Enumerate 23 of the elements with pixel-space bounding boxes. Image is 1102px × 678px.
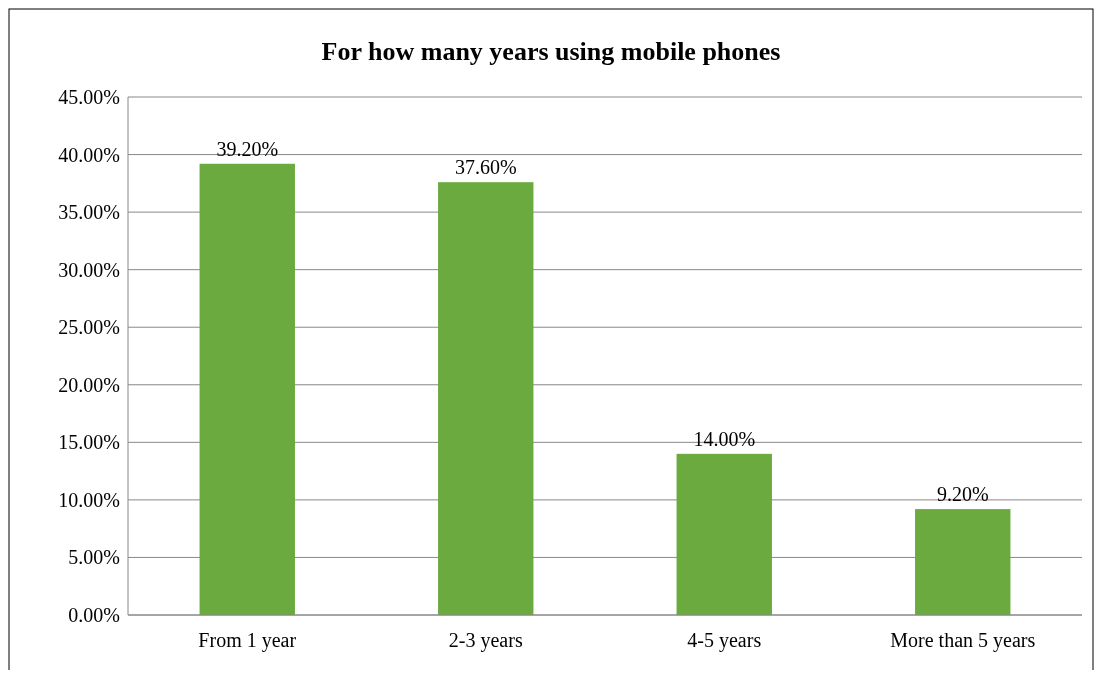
data-label: 39.20% [216,137,279,160]
y-tick-label: 30.00% [58,258,120,281]
x-tick-label: From 1 year [198,629,297,652]
data-label: 37.60% [454,156,517,179]
y-tick-label: 35.00% [58,201,120,224]
x-tick-label: More than 5 years [890,629,1036,652]
y-tick-label: 10.00% [58,488,120,511]
y-tick-label: 15.00% [58,431,120,454]
bar [438,182,534,615]
x-tick-label: 4-5 years [687,629,762,652]
chart-title: For how many years using mobile phones [321,37,781,66]
x-tick-label: 2-3 years [448,629,523,652]
data-label: 14.00% [693,427,756,450]
y-tick-label: 5.00% [68,546,120,569]
y-tick-label: 0.00% [68,604,120,626]
y-tick-label: 25.00% [58,316,120,339]
bar [199,163,295,615]
y-tick-label: 40.00% [58,143,120,166]
data-label: 9.20% [936,483,989,506]
bar [915,509,1011,615]
y-tick-label: 45.00% [58,86,120,108]
bar [676,453,772,615]
y-tick-label: 20.00% [58,373,120,396]
